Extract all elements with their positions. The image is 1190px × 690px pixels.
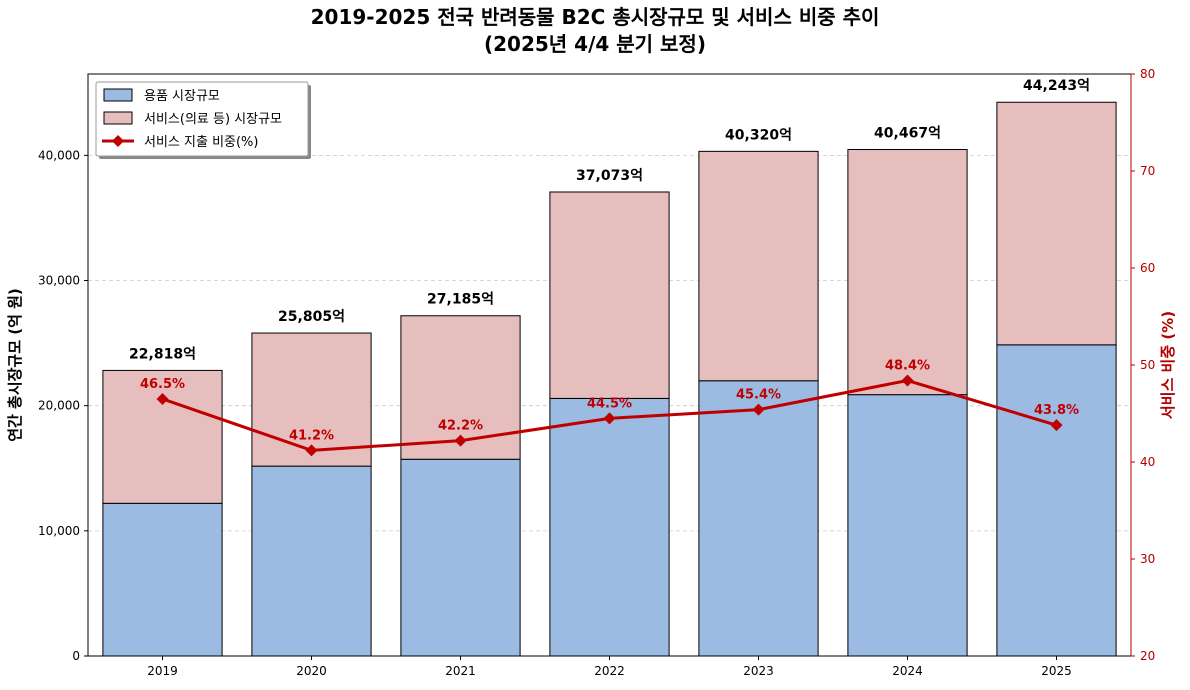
bar-goods-2023: [698, 380, 819, 657]
y2-tick-label-0: 20: [1140, 649, 1155, 663]
share-marker-2019: [156, 392, 169, 405]
total-label-2025: 44,243억: [1023, 78, 1090, 94]
y2-tick-label-4: 60: [1140, 261, 1155, 275]
legend-swatch-goods: [103, 88, 133, 102]
pct-label-2020: 41.2%: [289, 428, 334, 443]
total-label-2020: 25,805억: [278, 309, 345, 325]
share-marker-2023: [752, 403, 765, 416]
y2-tick-label-2: 40: [1140, 455, 1155, 469]
y-tick-label-4: 40,000: [38, 148, 80, 162]
bar-goods-2022: [549, 397, 670, 657]
x-tick-label-2024: 2024: [892, 664, 923, 678]
bar-service-2020: [251, 332, 372, 467]
x-tick-label-2020: 2020: [296, 664, 327, 678]
legend-label-share: 서비스 지출 비중(%): [144, 135, 258, 150]
share-marker-2025: [1050, 419, 1063, 432]
y-tick-label-3: 30,000: [38, 274, 80, 288]
pct-label-2022: 44.5%: [587, 396, 632, 411]
chart-title-line-2: (2025년 4/4 분기 보정): [484, 32, 706, 56]
y2-tick-label-6: 80: [1140, 67, 1155, 81]
bar-goods-2020: [251, 465, 372, 657]
pct-label-2019: 46.5%: [140, 377, 185, 392]
total-label-2021: 27,185억: [427, 292, 494, 308]
bars: [102, 101, 1117, 657]
bar-service-2019: [102, 369, 223, 504]
bar-service-2022: [549, 191, 670, 399]
pct-label-2023: 45.4%: [736, 388, 781, 403]
legend-box: [95, 81, 309, 157]
service-share-line: [156, 374, 1063, 457]
pct-label-2021: 42.2%: [438, 419, 483, 434]
legend-label-goods: 용품 시장규모: [144, 89, 220, 104]
bar-service-2024: [847, 149, 968, 396]
share-marker-2021: [454, 434, 467, 447]
y-tick-label-1: 10,000: [38, 524, 80, 538]
bar-goods-2024: [847, 394, 968, 657]
chart-title: 2019-2025 전국 반려동물 B2C 총시장규모 및 서비스 비중 추이 …: [0, 4, 1190, 58]
share-marker-2022: [603, 412, 616, 425]
y-tick-label-0: 0: [72, 649, 80, 663]
legend-swatch-share-marker: [112, 135, 124, 147]
y2-tick-label-5: 70: [1140, 164, 1155, 178]
bar-goods-2025: [996, 344, 1117, 657]
legend-label-service: 서비스(의료 등) 시장규모: [144, 112, 282, 127]
share-marker-2024: [901, 374, 914, 387]
x-tick-label-2019: 2019: [147, 664, 178, 678]
y-axis-title: 연간 총시장규모 (억 원): [6, 288, 24, 442]
legend-swatch-service: [103, 111, 133, 125]
data-labels: 22,818억 25,805억 27,185억 37,073억 40,320억 40,46…: [129, 78, 1090, 443]
share-marker-2020: [305, 444, 318, 457]
x-tick-label-2022: 2022: [594, 664, 625, 678]
y2-tick-label-3: 50: [1140, 358, 1155, 372]
x-tick-label-2021: 2021: [445, 664, 476, 678]
total-label-2019: 22,818억: [129, 346, 196, 362]
bar-goods-2021: [400, 458, 521, 657]
axes: 0 10,000 20,000 30,000 40,000 20 30 40 50 60 70 80 2…: [6, 67, 1177, 678]
x-tick-label-2025: 2025: [1041, 664, 1072, 678]
total-label-2023: 40,320억: [725, 127, 792, 143]
total-label-2024: 40,467억: [874, 126, 941, 142]
chart-title-line-1: 2019-2025 전국 반려동물 B2C 총시장규모 및 서비스 비중 추이: [310, 5, 880, 29]
y2-axis-title: 서비스 비중 (%): [1159, 311, 1177, 419]
bar-goods-2019: [102, 502, 223, 657]
y2-tick-label-1: 30: [1140, 552, 1155, 566]
y-tick-label-2: 20,000: [38, 399, 80, 413]
pct-label-2024: 48.4%: [885, 359, 930, 374]
bar-service-2025: [996, 101, 1117, 346]
x-tick-label-2023: 2023: [743, 664, 774, 678]
bar-service-2023: [698, 150, 819, 382]
total-label-2022: 37,073억: [576, 168, 643, 184]
pct-label-2025: 43.8%: [1034, 403, 1079, 418]
